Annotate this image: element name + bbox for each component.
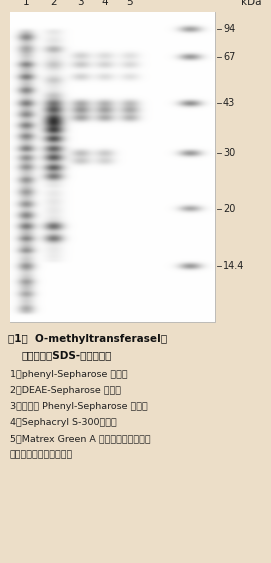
Bar bbox=[10, 12, 215, 322]
Text: 14.4: 14.4 bbox=[223, 261, 244, 271]
Text: 20: 20 bbox=[223, 204, 235, 214]
Text: 3: 3 bbox=[77, 0, 84, 7]
Text: 30: 30 bbox=[223, 148, 235, 158]
Text: 右側は分子量マーカー。: 右側は分子量マーカー。 bbox=[10, 450, 73, 459]
Text: 2．DEAE-Sepharose 画分：: 2．DEAE-Sepharose 画分： bbox=[10, 386, 121, 395]
Text: 5．Matrex Green A 画分（精製酵素），: 5．Matrex Green A 画分（精製酵素）， bbox=[10, 434, 151, 443]
Text: kDa: kDa bbox=[241, 0, 262, 7]
Text: 5: 5 bbox=[126, 0, 133, 7]
Text: 図1．  O-methyltransferaseⅠの: 図1． O-methyltransferaseⅠの bbox=[8, 334, 167, 344]
Text: 43: 43 bbox=[223, 99, 235, 109]
Text: 4．Sephacryl S-300画分；: 4．Sephacryl S-300画分； bbox=[10, 418, 117, 427]
Text: 94: 94 bbox=[223, 24, 235, 34]
Text: 3．二回目 Phenyl-Sepharose 画分；: 3．二回目 Phenyl-Sepharose 画分； bbox=[10, 402, 148, 411]
Text: 1: 1 bbox=[23, 0, 29, 7]
Text: 67: 67 bbox=[223, 52, 235, 62]
Text: 4: 4 bbox=[101, 0, 108, 7]
Text: 精製過程（SDS-電気泳動）: 精製過程（SDS-電気泳動） bbox=[22, 350, 112, 360]
Text: 2: 2 bbox=[50, 0, 57, 7]
Text: 1．phenyl-Sepharose 画分；: 1．phenyl-Sepharose 画分； bbox=[10, 370, 128, 379]
